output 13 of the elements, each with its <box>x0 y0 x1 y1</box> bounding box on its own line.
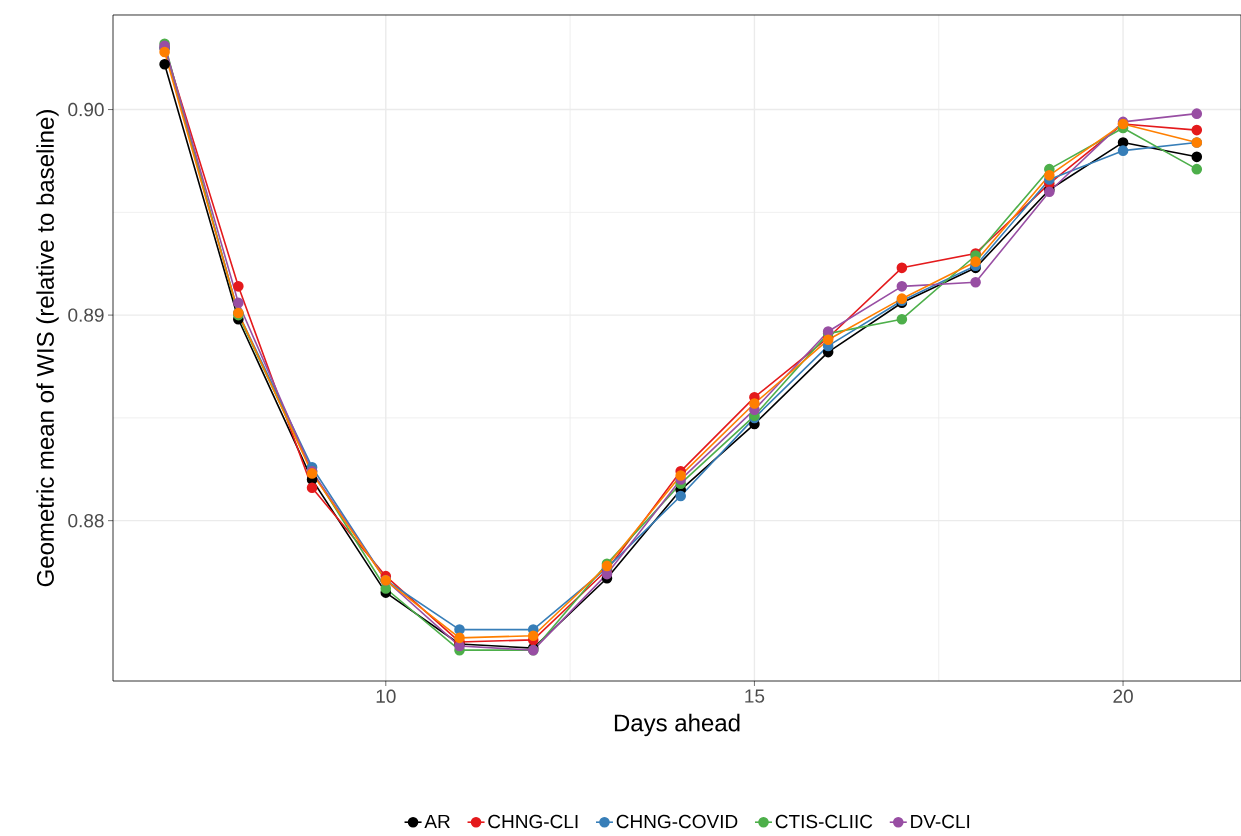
legend-label: AR <box>424 814 450 828</box>
legend-label: CHNG-COVID <box>616 814 738 829</box>
x-tick-label: 15 <box>745 689 765 703</box>
y-tick-label: 0.90 <box>68 102 104 117</box>
x-tick-label: 10 <box>376 689 396 703</box>
y-tick-label: 0.89 <box>68 308 104 322</box>
legend-label: CTIS-CLIIC <box>775 814 873 829</box>
legend-label: CHNG-CLI <box>488 814 578 829</box>
x-axis-title: Days ahead <box>614 713 740 737</box>
legend-label: DV-CLI <box>911 814 970 829</box>
y-axis-title: Geometric mean of WIS (relative to baseline) <box>36 110 59 587</box>
x-tick-label: 20 <box>1113 689 1133 703</box>
y-tick-label: 0.88 <box>68 513 104 528</box>
